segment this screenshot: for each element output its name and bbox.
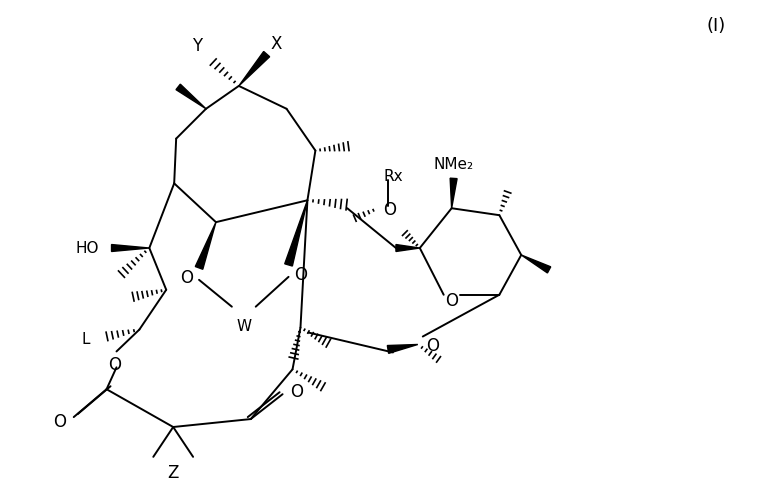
Text: O: O [108,356,121,374]
Text: O: O [445,292,458,310]
Text: O: O [180,269,194,287]
Polygon shape [396,244,419,252]
Text: O: O [383,201,396,219]
Polygon shape [284,200,308,266]
Polygon shape [450,178,457,208]
Text: W: W [236,319,251,334]
Text: NMe₂: NMe₂ [433,157,473,172]
Polygon shape [176,84,206,109]
Text: X: X [271,35,282,53]
Text: Rx: Rx [383,169,402,184]
Text: L: L [81,332,89,347]
Text: (I): (I) [706,17,726,35]
Text: Z: Z [167,464,179,482]
Polygon shape [521,255,550,273]
Polygon shape [239,52,270,86]
Text: O: O [53,413,66,431]
Text: O: O [294,266,307,284]
Polygon shape [112,244,150,252]
Polygon shape [195,222,216,270]
Text: Y: Y [192,37,202,55]
Polygon shape [387,344,418,354]
Text: O: O [290,383,303,401]
Text: HO: HO [76,240,99,256]
Text: O: O [426,338,439,355]
